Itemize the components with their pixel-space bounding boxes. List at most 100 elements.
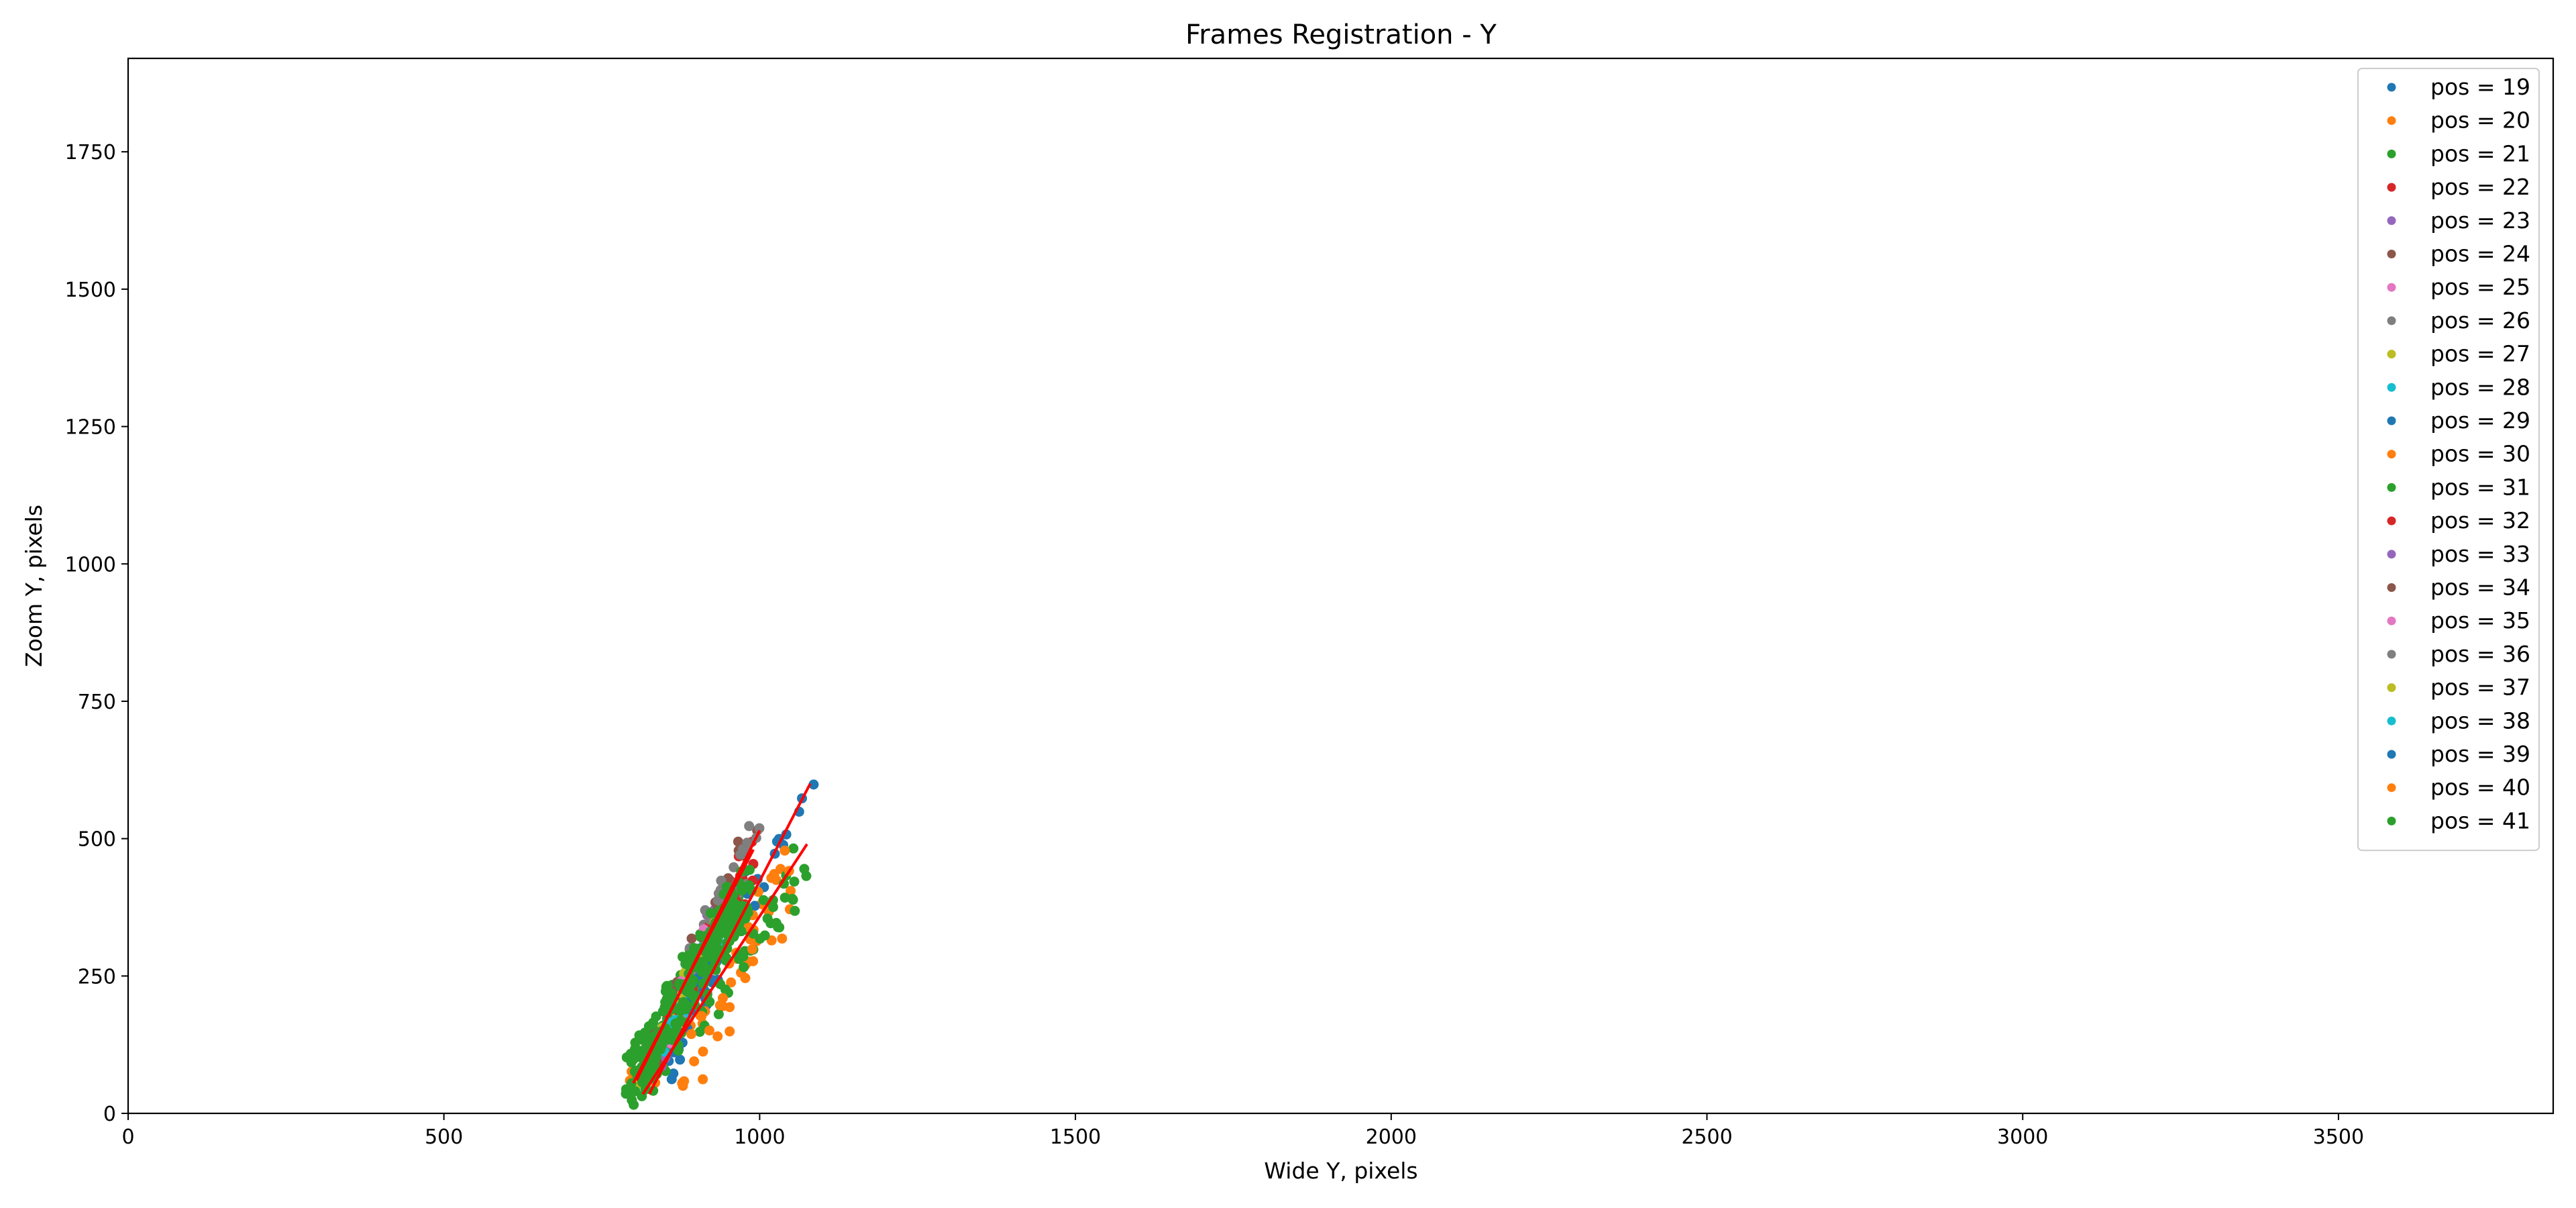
legend-label: pos = 27 — [2430, 341, 2530, 367]
y-tick-label: 250 — [78, 965, 116, 989]
data-point — [621, 1089, 631, 1099]
x-tick-label: 2000 — [1366, 1125, 1417, 1149]
y-axis-ticks: 0 250 500 750 1000 1250 1500 1750 — [65, 141, 128, 1126]
x-tick-label: 1500 — [1050, 1125, 1101, 1149]
legend-marker — [2387, 650, 2396, 659]
legend: pos = 19 pos = 20 pos = 21 pos = 22 pos = 23… — [2357, 68, 2540, 852]
data-point — [661, 980, 672, 991]
data-point — [657, 1006, 668, 1017]
y-tick-label: 750 — [78, 691, 116, 714]
legend-entry: pos = 35 — [2387, 607, 2530, 634]
data-point — [789, 876, 800, 887]
data-point — [687, 977, 698, 988]
legend-label: pos = 19 — [2430, 74, 2530, 100]
data-point — [740, 972, 751, 983]
data-point — [787, 893, 798, 904]
legend-label: pos = 30 — [2430, 441, 2530, 467]
legend-label: pos = 40 — [2430, 774, 2530, 801]
legend-marker — [2387, 350, 2396, 359]
data-point — [675, 1006, 686, 1016]
legend-marker — [2387, 316, 2396, 325]
data-point — [780, 893, 790, 903]
data-point — [754, 823, 765, 834]
data-point — [662, 1034, 673, 1045]
legend-label: pos = 31 — [2430, 474, 2530, 500]
legend-marker — [2387, 383, 2396, 392]
x-tick-label: 1000 — [734, 1125, 785, 1149]
data-point — [775, 864, 786, 874]
legend-label: pos = 20 — [2430, 107, 2530, 134]
legend-label: pos = 33 — [2430, 541, 2530, 567]
data-point — [724, 1002, 735, 1013]
data-point — [651, 1011, 661, 1022]
data-point — [733, 904, 743, 915]
legend-marker — [2387, 83, 2396, 92]
x-tick-label: 3000 — [1997, 1125, 2048, 1149]
data-point — [786, 886, 796, 896]
data-point — [675, 1054, 686, 1065]
data-point — [643, 1021, 654, 1031]
data-point — [790, 905, 800, 916]
legend-marker — [2387, 516, 2396, 525]
data-point — [766, 872, 777, 883]
data-point — [788, 843, 799, 854]
legend-marker — [2387, 216, 2396, 225]
legend-label: pos = 36 — [2430, 641, 2530, 667]
data-point — [768, 902, 778, 913]
legend-entry: pos = 34 — [2387, 574, 2530, 601]
data-point — [739, 962, 749, 972]
data-point — [678, 1080, 688, 1091]
x-axis-ticks: 0 500 1000 1500 2000 2500 3000 3500 — [121, 1113, 2364, 1149]
legend-label: pos = 25 — [2430, 274, 2530, 300]
data-point — [780, 846, 790, 856]
legend-entry: pos = 25 — [2387, 274, 2530, 300]
data-point — [705, 908, 716, 919]
legend-marker — [2387, 149, 2396, 158]
legend-entry: pos = 19 — [2387, 74, 2530, 100]
x-axis-label: Wide Y, pixels — [1264, 1158, 1417, 1184]
legend-entry: pos = 37 — [2387, 674, 2530, 701]
data-point — [698, 1046, 708, 1057]
x-tick-label: 500 — [425, 1125, 463, 1149]
data-point — [744, 864, 755, 875]
data-point — [718, 993, 728, 1003]
legend-marker — [2387, 416, 2396, 425]
data-point — [713, 1009, 724, 1019]
legend-marker — [2387, 450, 2396, 459]
data-point — [696, 1011, 707, 1021]
data-point — [690, 946, 700, 956]
legend-marker — [2387, 683, 2396, 693]
data-point — [678, 997, 689, 1007]
legend-entry: pos = 24 — [2387, 241, 2530, 267]
data-points-layer — [621, 779, 819, 1110]
data-point — [698, 1074, 708, 1085]
legend-label: pos = 28 — [2430, 374, 2530, 400]
legend-entry: pos = 26 — [2387, 307, 2530, 334]
y-axis-label: Zoom Y, pixels — [21, 505, 47, 667]
x-tick-label: 0 — [121, 1125, 134, 1149]
data-point — [626, 1057, 637, 1068]
legend-entry: pos = 27 — [2387, 341, 2530, 367]
y-tick-label: 1500 — [65, 279, 116, 302]
data-point — [627, 1095, 637, 1105]
legend-entry: pos = 22 — [2387, 174, 2530, 200]
data-point — [687, 990, 698, 1001]
legend-marker — [2387, 250, 2396, 258]
legend-entry: pos = 32 — [2387, 507, 2530, 534]
legend-marker — [2387, 616, 2396, 625]
data-point — [729, 862, 739, 872]
x-tick-label: 2500 — [1681, 1125, 1732, 1149]
data-point — [737, 885, 747, 896]
chart-title: Frames Registration - Y — [1185, 19, 1497, 50]
legend-entry: pos = 23 — [2387, 207, 2530, 234]
legend-label: pos = 23 — [2430, 207, 2530, 234]
fit-line-2 — [647, 783, 812, 1095]
legend-box — [2357, 68, 2540, 852]
data-point — [774, 922, 785, 933]
legend-label: pos = 35 — [2430, 607, 2530, 634]
legend-label: pos = 24 — [2430, 241, 2530, 267]
legend-entry: pos = 28 — [2387, 374, 2530, 400]
data-point — [747, 944, 757, 954]
data-point — [799, 864, 810, 874]
legend-entry: pos = 41 — [2387, 807, 2530, 834]
